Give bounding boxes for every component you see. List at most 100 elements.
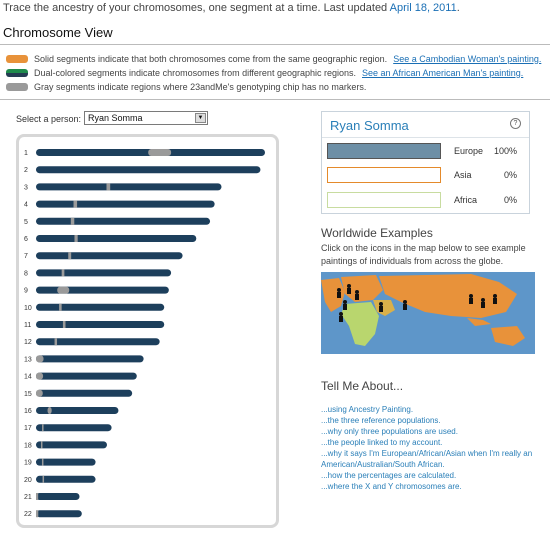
chromosome-bar-20[interactable]	[36, 475, 96, 483]
chromosome-gap-16-0	[47, 407, 52, 414]
chromosome-bar-2[interactable]	[36, 166, 261, 174]
chromosome-label-10: 10	[24, 305, 32, 312]
chromosome-bar-3[interactable]	[36, 183, 222, 191]
tell-me-link-x-y-chromosomes[interactable]: ...where the X and Y chromosomes are.	[321, 482, 462, 491]
africa-label: Africa	[454, 195, 478, 205]
middle-east-shape	[373, 300, 395, 316]
chromosome-label-19: 19	[24, 460, 32, 467]
australia-shape	[491, 326, 525, 346]
chromosome-gap-17-0	[42, 424, 44, 432]
person-markers	[337, 284, 497, 322]
tell-me-link-ancestry-painting[interactable]: ...using Ancestry Painting.	[321, 405, 414, 414]
chromosome-gap-22-0	[36, 510, 39, 518]
chromosome-gap-14-0	[36, 372, 44, 380]
chromosome-bar-7[interactable]	[36, 252, 183, 260]
tell-me-link-percentages[interactable]: ...how the percentages are calculated.	[321, 471, 457, 480]
chromosome-gap-5-0	[70, 217, 75, 225]
intro-sentence: Trace the ancestry of your chromosomes, …	[3, 2, 388, 14]
updated-date-link[interactable]: April 18, 2011	[389, 2, 457, 14]
person-marker-1[interactable]	[337, 288, 341, 298]
person-summary-box: Ryan Somma ? Europe 100% Asia 0% Africa …	[321, 111, 530, 214]
tell-me-link-three-populations[interactable]: ...why only three populations are used.	[321, 427, 458, 436]
chromosome-label-6: 6	[24, 236, 28, 243]
chromosome-label-17: 17	[24, 425, 32, 432]
person-marker-8[interactable]	[469, 294, 473, 304]
person-divider	[322, 137, 529, 138]
chromosome-label-3: 3	[24, 184, 28, 191]
person-name: Ryan Somma	[330, 118, 409, 133]
african-american-painting-link[interactable]: See an African American Man's painting.	[362, 67, 524, 78]
chromosome-gap-7-0	[68, 252, 72, 260]
chromosome-bar-17[interactable]	[36, 424, 112, 432]
chromosome-label-14: 14	[24, 374, 32, 381]
legend-divider	[0, 99, 550, 100]
chromosome-bar-4[interactable]	[36, 200, 215, 208]
chromosome-bar-10[interactable]	[36, 303, 165, 311]
orange-swatch-icon	[6, 54, 28, 63]
chromosome-label-8: 8	[24, 270, 28, 277]
africa-bar	[327, 192, 441, 208]
chromosome-gap-3-0	[106, 183, 111, 191]
legend-row-solid: Solid segments indicate that both chromo…	[6, 53, 541, 64]
person-select[interactable]: Ryan Somma ▼	[84, 111, 208, 125]
chromosome-gap-9-0	[57, 286, 70, 294]
chromosome-bar-6[interactable]	[36, 235, 197, 242]
person-marker-5[interactable]	[339, 312, 343, 322]
chromosome-label-20: 20	[24, 477, 32, 484]
legend-dual-text: Dual-colored segments indicate chromosom…	[34, 67, 356, 78]
person-marker-2[interactable]	[347, 284, 351, 294]
chromosome-panel: 1 2 3 4 5 6 7 8 9 10 11 12 13 14 15 16 17 18 19 20 21 22	[16, 134, 279, 528]
person-marker-10[interactable]	[493, 294, 497, 304]
chromosome-gap-18-0	[40, 441, 43, 449]
chromosome-bar-9[interactable]	[36, 286, 169, 294]
chromosome-bar-5[interactable]	[36, 217, 211, 225]
chromosome-label-21: 21	[24, 494, 32, 501]
worldwide-description: Click on the icons in the map below to s…	[321, 243, 526, 266]
chromosome-bar-22[interactable]	[36, 510, 82, 518]
europe-bar	[327, 143, 441, 159]
tell-me-link-reference-populations[interactable]: ...the three reference populations.	[321, 416, 441, 425]
dual-swatch-icon	[6, 68, 28, 77]
chromosome-gap-4-0	[73, 200, 78, 208]
chromosome-bar-15[interactable]	[36, 389, 133, 397]
chromosome-gap-20-0	[42, 475, 45, 483]
chromosome-bar-12[interactable]	[36, 338, 160, 346]
person-marker-3[interactable]	[355, 290, 359, 300]
person-select-value: Ryan Somma	[88, 113, 143, 123]
chromosome-label-5: 5	[24, 219, 28, 226]
person-marker-4[interactable]	[343, 300, 347, 310]
population-row-asia: Asia 0%	[327, 167, 527, 183]
chromosome-bar-14[interactable]	[36, 372, 137, 380]
cambodian-painting-link[interactable]: See a Cambodian Woman's painting.	[393, 53, 542, 64]
chromosome-gap-6-0	[74, 235, 78, 242]
africa-percent: 0%	[503, 195, 517, 205]
chromosome-gap-10-0	[59, 303, 62, 311]
chromosome-label-15: 15	[24, 391, 32, 398]
world-map-graphic	[321, 274, 525, 346]
europe-percent: 100%	[493, 146, 517, 156]
person-marker-6[interactable]	[379, 302, 383, 312]
asia-percent: 0%	[503, 170, 517, 180]
chromosome-bar-21[interactable]	[36, 493, 80, 500]
chromosome-bar-19[interactable]	[36, 458, 96, 466]
tell-me-link-european-african-asian[interactable]: ...why it says I'm European/African/Asia…	[321, 449, 533, 469]
worldwide-title: Worldwide Examples	[321, 226, 433, 240]
chromosome-bar-16[interactable]	[36, 407, 119, 414]
chromosome-gap-21-0	[36, 493, 39, 500]
tell-me-link-linked-people[interactable]: ...the people linked to my account.	[321, 438, 443, 447]
person-marker-9[interactable]	[481, 298, 485, 308]
intro-period: .	[456, 2, 460, 14]
asia-bar	[327, 167, 441, 183]
americas-shape	[321, 278, 345, 312]
europe-bar-fill	[328, 144, 440, 158]
chromosome-label-11: 11	[24, 322, 31, 329]
chromosome-bar-13[interactable]	[36, 355, 144, 363]
person-marker-7[interactable]	[403, 300, 407, 310]
legend-row-gray: Gray segments indicate regions where 23a…	[6, 81, 366, 92]
chromosome-bar-8[interactable]	[36, 269, 172, 277]
population-row-europe: Europe 100%	[327, 143, 527, 159]
chromosome-bar-11[interactable]	[36, 321, 165, 328]
help-icon[interactable]: ?	[510, 118, 521, 129]
chevron-down-icon[interactable]: ▼	[195, 113, 206, 123]
chromosome-bar-18[interactable]	[36, 441, 107, 449]
